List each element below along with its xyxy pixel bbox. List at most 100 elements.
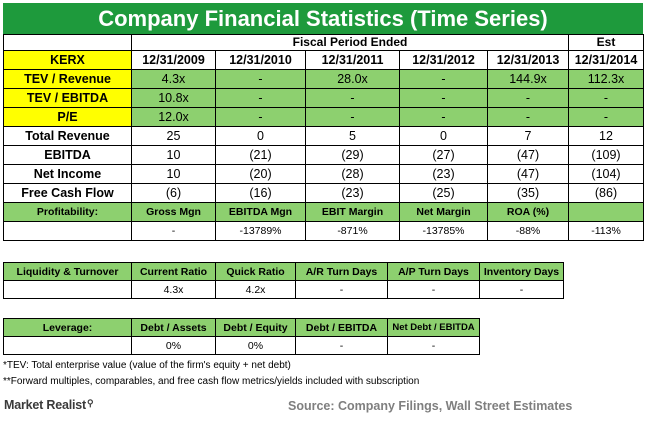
value-cell: (23) xyxy=(399,164,488,184)
table-row: Total Revenue 25 0 5 0 7 12 xyxy=(3,126,644,146)
value-cell: 25 xyxy=(131,126,216,146)
value-cell: 0% xyxy=(215,336,296,355)
value-cell: (47) xyxy=(487,145,569,165)
value-cell: - xyxy=(295,336,388,355)
period-cell: 12/31/2011 xyxy=(305,50,400,70)
value-cell: (21) xyxy=(215,145,306,165)
value-cell: 0 xyxy=(399,126,488,146)
value-cell: (23) xyxy=(305,183,400,203)
row-label: Free Cash Flow xyxy=(3,183,132,203)
value-cell: 4.3x xyxy=(131,280,216,299)
metric-label: Gross Mgn xyxy=(131,202,216,222)
metric-label xyxy=(568,202,644,222)
footnote-tev: *TEV: Total enterprise value (value of t… xyxy=(3,360,291,371)
value-cell: 28.0x xyxy=(305,69,400,89)
metric-label: Current Ratio xyxy=(131,262,216,281)
value-cell: 10 xyxy=(131,164,216,184)
value-cell: - xyxy=(568,107,644,127)
value-cell: (16) xyxy=(215,183,306,203)
leverage-label: Leverage: xyxy=(3,318,132,337)
blank-cell xyxy=(3,280,132,299)
value-cell: 12 xyxy=(568,126,644,146)
metric-label: Debt / Equity xyxy=(215,318,296,337)
brand-name: Market Realist xyxy=(4,398,86,412)
period-header-row: Fiscal Period Ended Est xyxy=(3,34,644,51)
value-cell: 144.9x xyxy=(487,69,569,89)
value-cell: 112.3x xyxy=(568,69,644,89)
row-label: Total Revenue xyxy=(3,126,132,146)
value-cell: - xyxy=(131,221,216,241)
metric-label: Net Debt / EBITDA xyxy=(387,318,480,337)
est-label: Est xyxy=(568,34,644,51)
date-header-row: KERX 12/31/2009 12/31/2010 12/31/2011 12… xyxy=(3,50,644,70)
value-cell: - xyxy=(387,280,480,299)
value-cell: (47) xyxy=(487,164,569,184)
value-cell: -113% xyxy=(568,221,644,241)
metric-label: A/R Turn Days xyxy=(295,262,388,281)
fiscal-period-label: Fiscal Period Ended xyxy=(131,34,569,51)
value-cell: - xyxy=(305,88,400,108)
table-row: Free Cash Flow (6) (16) (23) (25) (35) (… xyxy=(3,183,644,203)
value-cell: - xyxy=(305,107,400,127)
liquidity-label: Liquidity & Turnover xyxy=(3,262,132,281)
metric-label: Net Margin xyxy=(399,202,488,222)
leverage-header-row: Leverage: Debt / Assets Debt / Equity De… xyxy=(3,318,480,337)
blank-cell xyxy=(3,221,132,241)
value-cell: (20) xyxy=(215,164,306,184)
value-cell: 10.8x xyxy=(131,88,216,108)
value-cell: - xyxy=(215,88,306,108)
value-cell: 7 xyxy=(487,126,569,146)
value-cell: -13785% xyxy=(399,221,488,241)
period-cell: 12/31/2010 xyxy=(215,50,306,70)
value-cell: (27) xyxy=(399,145,488,165)
table-row: TEV / EBITDA 10.8x - - - - - xyxy=(3,88,644,108)
row-label: EBITDA xyxy=(3,145,132,165)
value-cell: -871% xyxy=(305,221,400,241)
table-row: TEV / Revenue 4.3x - 28.0x - 144.9x 112.… xyxy=(3,69,644,89)
magnifier-icon: ⚲ xyxy=(86,398,94,408)
source-note: Source: Company Filings, Wall Street Est… xyxy=(288,399,573,413)
liquidity-header-row: Liquidity & Turnover Current Ratio Quick… xyxy=(3,262,564,281)
value-cell: 0% xyxy=(131,336,216,355)
value-cell: 10 xyxy=(131,145,216,165)
metric-label: Debt / EBITDA xyxy=(295,318,388,337)
period-cell: 12/31/2013 xyxy=(487,50,569,70)
value-cell: 4.2x xyxy=(215,280,296,299)
metric-label: ROA (%) xyxy=(487,202,569,222)
row-label: TEV / EBITDA xyxy=(3,88,132,108)
value-cell: (86) xyxy=(568,183,644,203)
profitability-value-row: - -13789% -871% -13785% -88% -113% xyxy=(3,221,644,241)
value-cell: - xyxy=(399,107,488,127)
value-cell: (28) xyxy=(305,164,400,184)
value-cell: -88% xyxy=(487,221,569,241)
blank-cell xyxy=(3,34,132,51)
financial-table: Fiscal Period Ended Est KERX 12/31/2009 … xyxy=(3,34,644,241)
value-cell: - xyxy=(215,69,306,89)
value-cell: - xyxy=(487,107,569,127)
value-cell: -13789% xyxy=(215,221,306,241)
value-cell: - xyxy=(487,88,569,108)
value-cell: - xyxy=(479,280,564,299)
value-cell: - xyxy=(568,88,644,108)
metric-label: Quick Ratio xyxy=(215,262,296,281)
table-row: P/E 12.0x - - - - - xyxy=(3,107,644,127)
period-cell: 12/31/2014 xyxy=(568,50,644,70)
period-cell: 12/31/2012 xyxy=(399,50,488,70)
row-label: TEV / Revenue xyxy=(3,69,132,89)
footnote-forward: **Forward multiples, comparables, and fr… xyxy=(3,376,420,387)
row-label: P/E xyxy=(3,107,132,127)
row-label: Net Income xyxy=(3,164,132,184)
value-cell: - xyxy=(295,280,388,299)
value-cell: 12.0x xyxy=(131,107,216,127)
value-cell: (25) xyxy=(399,183,488,203)
value-cell: - xyxy=(399,88,488,108)
value-cell: (6) xyxy=(131,183,216,203)
brand-logo: Market Realist⚲ xyxy=(4,398,94,412)
period-cell: 12/31/2009 xyxy=(131,50,216,70)
value-cell: (109) xyxy=(568,145,644,165)
value-cell: (104) xyxy=(568,164,644,184)
value-cell: 4.3x xyxy=(131,69,216,89)
table-row: EBITDA 10 (21) (29) (27) (47) (109) xyxy=(3,145,644,165)
blank-cell xyxy=(3,336,132,355)
metric-label: Debt / Assets xyxy=(131,318,216,337)
